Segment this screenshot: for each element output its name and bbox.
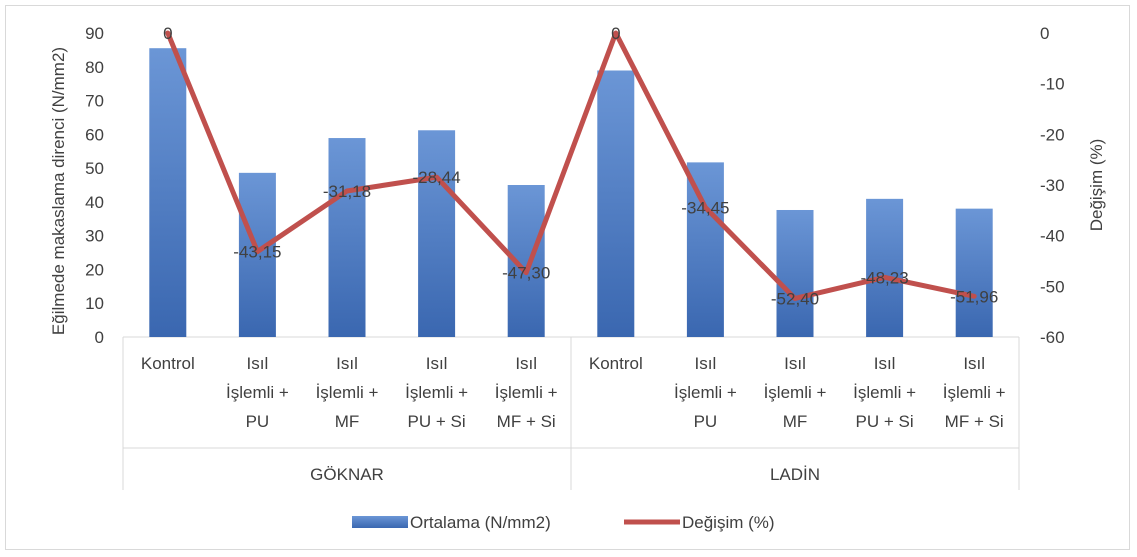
bar	[866, 198, 904, 337]
data-label: 0	[611, 24, 620, 43]
x-category-label: İşlemli +	[764, 383, 827, 402]
x-group-label: GÖKNAR	[310, 465, 384, 484]
bar	[955, 208, 993, 337]
x-category-label: Kontrol	[141, 354, 195, 373]
y-right-tick-label: -10	[1040, 75, 1065, 94]
y-left-tick-label: 30	[85, 227, 104, 246]
x-category-label: İşlemli +	[405, 383, 468, 402]
bar	[686, 162, 724, 337]
x-category-label: Isıl	[695, 354, 717, 373]
y-left-tick-label: 80	[85, 58, 104, 77]
y-right-tick-label: -60	[1040, 328, 1065, 347]
bar	[776, 209, 814, 337]
x-category-label: İşlemli +	[495, 383, 558, 402]
data-label: -52,40	[771, 289, 819, 308]
x-category-label: İşlemli +	[226, 383, 289, 402]
x-category-label: İşlemli +	[316, 383, 379, 402]
bar	[328, 138, 366, 337]
y-left-tick-label: 90	[85, 24, 104, 43]
x-category-label: Isıl	[963, 354, 985, 373]
legend-label: Ortalama (N/mm2)	[410, 513, 551, 532]
y-right-tick-label: -20	[1040, 125, 1065, 144]
x-category-label: Isıl	[874, 354, 896, 373]
bar	[418, 130, 456, 337]
data-label: -31,18	[323, 182, 371, 201]
x-category-label: İşlemli +	[943, 383, 1006, 402]
bar	[597, 70, 635, 337]
data-label: -51,96	[950, 287, 998, 306]
y-left-tick-label: 40	[85, 193, 104, 212]
data-label: -34,45	[681, 199, 729, 218]
x-category-label: Isıl	[515, 354, 537, 373]
axes: 0 10 20 30 40 50 60 70 80 90 0 -10 -20 -30 -40 -50 -60 Eğ…	[49, 24, 1106, 490]
data-label: -43,15	[233, 243, 281, 262]
x-category-label: PU	[246, 412, 270, 431]
legend-swatch-bar	[352, 516, 408, 528]
y-right-tick-label: -50	[1040, 277, 1065, 296]
line-series	[165, 30, 977, 301]
x-category-label: PU + Si	[856, 412, 914, 431]
x-category-label: PU	[694, 412, 718, 431]
y-left-tick-label: 0	[95, 328, 104, 347]
y-left-tick-label: 10	[85, 294, 104, 313]
y-right-axis-title: Değişim (%)	[1087, 139, 1106, 232]
data-label: -28,44	[412, 168, 460, 187]
bar	[238, 172, 276, 337]
y-left-axis-title: Eğilmede makaslama direnci (N/mm2)	[49, 47, 68, 335]
bar	[149, 48, 187, 337]
data-label: -47,30	[502, 264, 550, 283]
y-left-tick-label: 70	[85, 92, 104, 111]
series-line	[165, 30, 977, 301]
y-left-tick-label: 60	[85, 125, 104, 144]
y-left-tick-label: 50	[85, 159, 104, 178]
y-right-tick-label: 0	[1040, 24, 1049, 43]
x-category-label: PU + Si	[408, 412, 466, 431]
data-labels: 0 -43,15 -31,18 -28,44 -47,30 0 -34,45 -52,40 -4…	[163, 24, 998, 308]
x-category-label: MF + Si	[945, 412, 1004, 431]
x-category-label: MF + Si	[497, 412, 556, 431]
y-right-tick-label: -40	[1040, 227, 1065, 246]
x-category-label: MF	[335, 412, 360, 431]
data-label: -48,23	[860, 268, 908, 287]
x-category-label: Kontrol	[589, 354, 643, 373]
x-category-label: MF	[783, 412, 808, 431]
y-left-tick-label: 20	[85, 260, 104, 279]
x-category-label: İşlemli +	[674, 383, 737, 402]
x-group-label: LADİN	[770, 465, 820, 484]
legend-label: Değişim (%)	[682, 513, 775, 532]
data-label: 0	[163, 24, 172, 43]
y-right-tick-label: -30	[1040, 176, 1065, 195]
x-category-label: Isıl	[784, 354, 806, 373]
x-category-label: Isıl	[426, 354, 448, 373]
x-category-label: İşlemli +	[853, 383, 916, 402]
x-category-label: Isıl	[247, 354, 269, 373]
legend: Ortalama (N/mm2) Değişim (%)	[352, 513, 775, 532]
bar-series	[149, 48, 993, 337]
x-category-label: Isıl	[336, 354, 358, 373]
